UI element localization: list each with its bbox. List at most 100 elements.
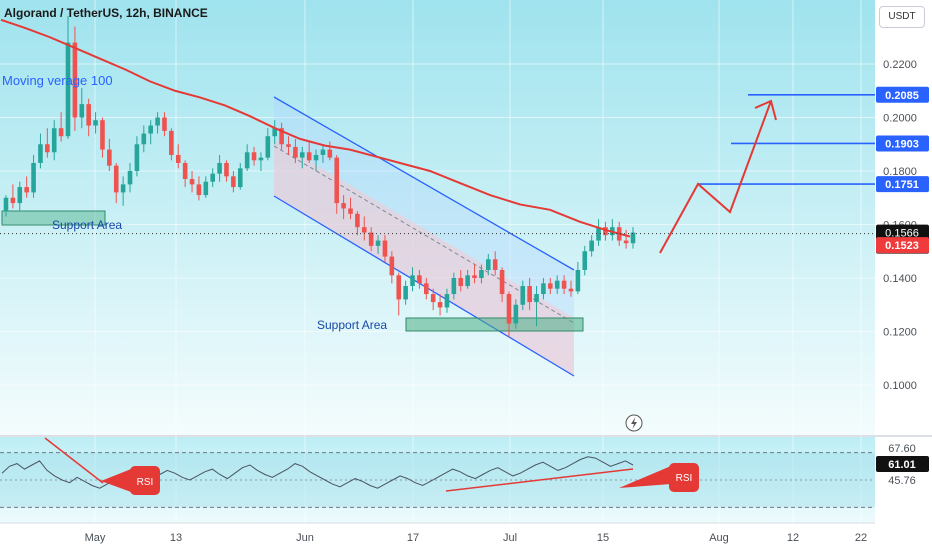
price-tick-label: 0.2000 <box>883 113 917 125</box>
lightning-icon <box>625 414 643 432</box>
candle-body <box>389 256 395 276</box>
candle-body <box>596 227 601 241</box>
moving-average-line <box>0 18 631 238</box>
candle-body <box>513 304 519 324</box>
candle-body <box>403 286 408 300</box>
rsi-value-tag <box>876 456 929 472</box>
candle-body <box>51 128 57 153</box>
projection-arrow <box>659 100 772 254</box>
candle-body <box>534 294 539 303</box>
lightning-icon-bolt <box>631 417 637 429</box>
candle-body <box>31 162 36 193</box>
candle-body <box>169 130 174 155</box>
candle-body <box>3 197 9 212</box>
candle-body <box>375 240 381 246</box>
candle-body <box>175 154 181 163</box>
candle-body <box>492 259 498 270</box>
rsi-badge-left <box>130 466 160 495</box>
candle-body <box>327 149 333 158</box>
support-zone-left <box>1 210 106 226</box>
rsi-badge-left-pointer <box>101 469 131 492</box>
channel-lower-fill <box>274 140 574 376</box>
x-tick-label: 22 <box>855 532 867 544</box>
candle-body <box>520 286 526 305</box>
candle-body <box>451 278 457 295</box>
rsi-trendline-down <box>44 437 104 484</box>
x-tick-label: 12 <box>787 532 799 544</box>
rsi-badge-right <box>669 463 699 492</box>
candle-body <box>361 227 367 233</box>
candle-body <box>72 42 78 118</box>
rsi-badge-left-text: RSI <box>137 477 154 488</box>
candle-body <box>100 120 105 150</box>
candle-body <box>279 128 284 145</box>
price-tag-label: 0.1903 <box>885 138 919 150</box>
support-area-label-left: Support Area <box>52 218 123 232</box>
candle-body <box>499 269 505 295</box>
candle-body <box>568 288 574 292</box>
currency-button[interactable]: USDT <box>879 6 925 28</box>
candle-body <box>24 187 29 193</box>
candle-body <box>231 176 236 188</box>
candle-body <box>382 240 388 257</box>
candle-body <box>306 152 312 161</box>
candle-body <box>196 184 202 196</box>
candle-body <box>286 144 291 147</box>
candle-body <box>472 275 477 278</box>
candle-body <box>603 227 608 236</box>
candle-body <box>541 283 546 295</box>
support-area-label-mid: Support Area <box>317 318 388 332</box>
candle-body <box>348 208 353 214</box>
rsi-value-tag-label: 61.01 <box>888 459 916 471</box>
chart-title: Algorand / TetherUS, 12h, BINANCE <box>4 6 208 20</box>
candle-body <box>203 181 209 196</box>
rsi-tick-label: 67.60 <box>888 443 916 455</box>
candle-body <box>162 117 167 131</box>
candle-body <box>127 171 133 185</box>
candle-body <box>589 240 594 252</box>
candle-body <box>93 120 98 126</box>
candle-body <box>17 187 23 204</box>
x-tick-label: 13 <box>170 532 182 544</box>
price-tick-label: 0.1000 <box>883 380 917 392</box>
candle-body <box>561 280 567 289</box>
price-tick-label: 0.2200 <box>883 59 917 71</box>
candle-body <box>45 144 50 153</box>
candle-body <box>244 152 250 169</box>
candle-body <box>148 125 153 134</box>
current-price-tag-value: 0.1566 <box>885 228 919 240</box>
candle-body <box>341 203 346 209</box>
rsi-tick-label: 45.76 <box>888 475 916 487</box>
candle-body <box>224 162 229 177</box>
candle-body <box>182 162 188 180</box>
x-tick-label: 17 <box>407 532 419 544</box>
candle-body <box>237 168 243 188</box>
ma-label: Moving verage 100 <box>2 73 113 88</box>
candle-body <box>437 302 443 308</box>
price-tag <box>876 135 929 152</box>
price-tick-label: 0.1800 <box>883 166 917 178</box>
candle-body <box>430 294 436 303</box>
candle-body <box>582 251 588 270</box>
candle-body <box>355 213 360 228</box>
candle-body <box>293 146 298 158</box>
price-tick-label: 0.1400 <box>883 273 917 285</box>
candle-body <box>217 162 222 174</box>
candle-body <box>38 144 43 163</box>
projection-arrowhead <box>754 99 777 121</box>
candle-body <box>630 232 636 244</box>
candle-body <box>210 173 216 182</box>
candle-body <box>265 136 271 158</box>
price-tag-label: 0.1751 <box>885 179 919 191</box>
candle-body <box>486 259 491 270</box>
candle-body <box>623 240 629 244</box>
candle-body <box>423 283 429 295</box>
x-tick-label: Jun <box>296 532 314 544</box>
candle-body <box>506 294 512 324</box>
price-tag <box>876 86 929 103</box>
candle-body <box>134 144 140 171</box>
candle-body <box>299 152 305 158</box>
candle-body <box>86 104 91 126</box>
